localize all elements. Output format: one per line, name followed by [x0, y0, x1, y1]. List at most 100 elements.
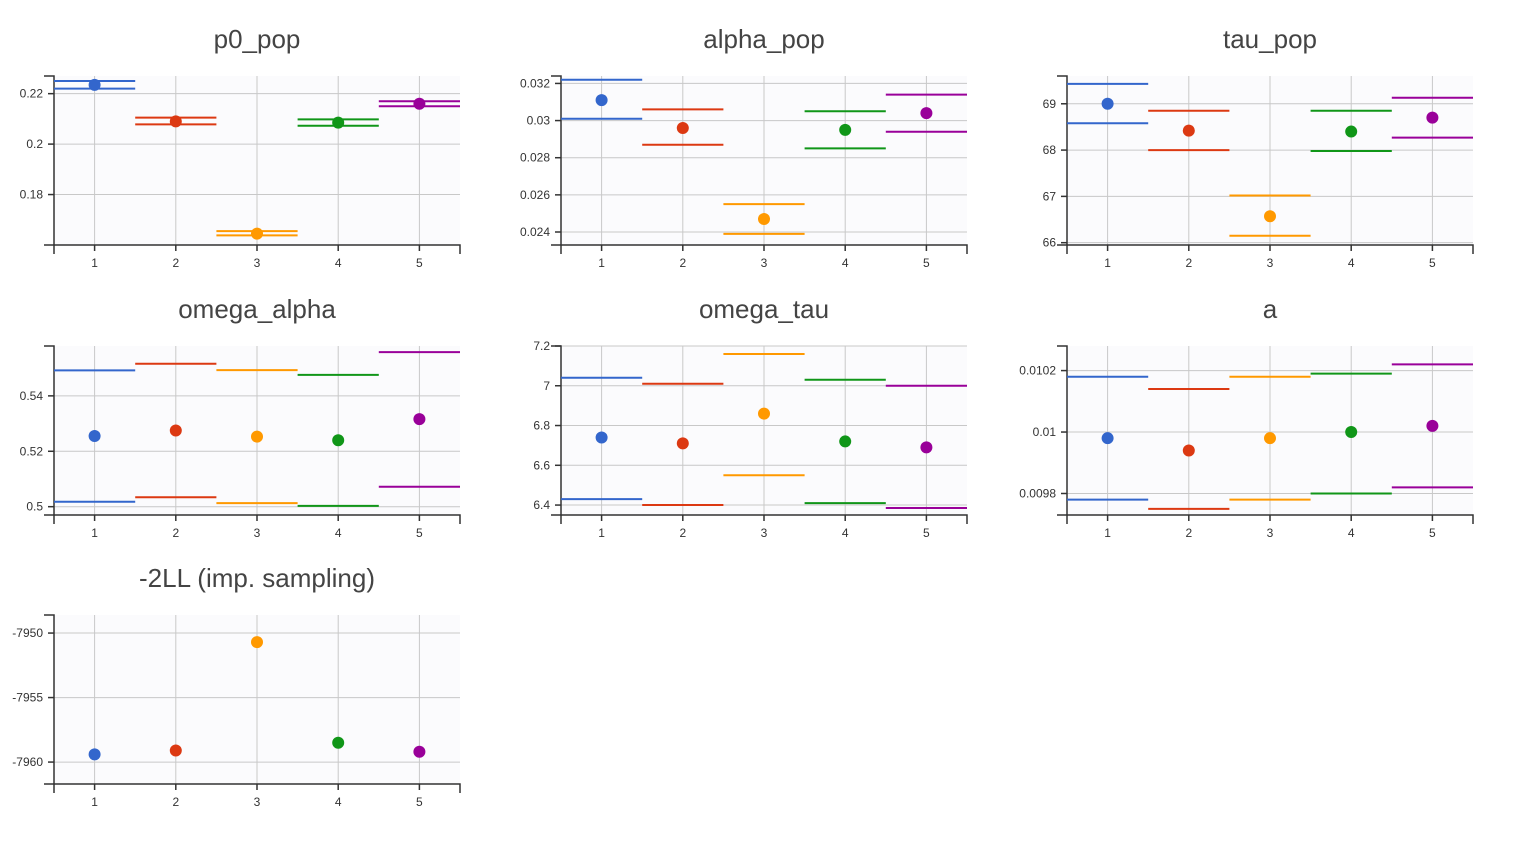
chart-panel-6: 0.0098 0.01 0.0102 1 2 3 4 5 a — [1019, 294, 1474, 540]
x-tick-label: 4 — [335, 795, 342, 809]
x-tick-label: 5 — [416, 795, 423, 809]
x-tick-label: 5 — [416, 256, 423, 270]
x-tick-label: 2 — [172, 795, 179, 809]
x-tick-label: 4 — [335, 256, 342, 270]
data-point — [332, 736, 345, 749]
y-tick-label: 0.0098 — [1019, 486, 1056, 500]
data-point — [413, 745, 426, 758]
y-axis — [44, 614, 55, 785]
data-point — [676, 122, 689, 134]
data-point — [251, 227, 263, 240]
y-tick-label: 0.22 — [20, 87, 44, 101]
y-tick-label: 0.0102 — [1019, 364, 1056, 378]
data-point — [758, 407, 770, 420]
data-point — [595, 94, 608, 107]
y-axis — [44, 345, 55, 516]
x-tick-label: 3 — [1267, 526, 1274, 540]
data-point — [1345, 426, 1358, 439]
y-tick-label: 0.5 — [26, 500, 43, 514]
y-tick-label: 0.01 — [1033, 425, 1057, 439]
y-tick-label: 7.2 — [533, 339, 550, 353]
x-tick-label: 2 — [172, 256, 179, 270]
y-tick-label: 0.024 — [520, 225, 550, 239]
data-point — [758, 213, 770, 225]
y-tick-label: 0.54 — [20, 389, 44, 403]
data-point — [839, 123, 852, 136]
x-tick-label: 4 — [842, 256, 849, 270]
x-tick-label: 3 — [761, 526, 768, 540]
y-tick-label: 6.6 — [533, 458, 550, 472]
chart-panel-7: -7960 -7955 -7950 1 2 3 4 5 -2LL (imp. sampling) — [12, 563, 461, 809]
y-tick-label: 0.18 — [20, 188, 44, 202]
x-tick-label: 2 — [679, 526, 686, 540]
data-point — [1345, 125, 1358, 138]
data-point — [1182, 124, 1195, 137]
x-tick-label: 5 — [923, 526, 930, 540]
y-tick-label: -7955 — [12, 691, 43, 705]
y-axis — [551, 75, 562, 246]
x-tick-label: 5 — [923, 256, 930, 270]
data-point — [251, 636, 263, 649]
y-tick-label: 0.03 — [527, 114, 551, 128]
chart-title: omega_tau — [699, 294, 829, 324]
chart-title: p0_pop — [214, 24, 301, 54]
chart-panel-2: 0.024 0.026 0.028 0.03 0.032 1 2 3 4 5 alpha_pop — [520, 24, 968, 270]
x-tick-label: 3 — [254, 256, 261, 270]
x-tick-label: 1 — [598, 256, 605, 270]
data-point — [88, 748, 101, 761]
x-tick-label: 4 — [335, 526, 342, 540]
data-point — [413, 413, 426, 426]
chart-panel-1: 0.18 0.2 0.22 1 2 3 4 5 p0_pop — [20, 24, 461, 270]
y-axis — [44, 75, 55, 246]
y-tick-label: -7960 — [12, 755, 43, 769]
x-tick-label: 1 — [91, 526, 98, 540]
x-tick-label: 2 — [679, 256, 686, 270]
x-tick-label: 4 — [842, 526, 849, 540]
data-point — [88, 78, 101, 91]
x-tick-label: 4 — [1348, 256, 1355, 270]
y-axis — [1057, 345, 1068, 516]
data-point — [251, 430, 263, 443]
x-tick-label: 3 — [254, 526, 261, 540]
x-tick-label: 5 — [1429, 526, 1436, 540]
x-tick-label: 2 — [1185, 526, 1192, 540]
chart-title: -2LL (imp. sampling) — [139, 563, 375, 593]
x-tick-label: 1 — [91, 256, 98, 270]
data-point — [413, 97, 426, 110]
y-axis — [1057, 75, 1068, 246]
y-tick-label: 67 — [1043, 189, 1057, 203]
x-tick-label: 1 — [598, 526, 605, 540]
data-point — [332, 434, 345, 447]
x-tick-label: 3 — [1267, 256, 1274, 270]
y-tick-label: 0.032 — [520, 76, 550, 90]
data-point — [1101, 432, 1114, 445]
data-point — [88, 430, 101, 443]
chart-panel-4: 0.5 0.52 0.54 1 2 3 4 5 omega_alpha — [20, 294, 461, 540]
x-tick-label: 3 — [254, 795, 261, 809]
x-tick-label: 2 — [172, 526, 179, 540]
data-point — [1426, 111, 1439, 124]
y-tick-label: 69 — [1043, 97, 1057, 111]
y-tick-label: 66 — [1043, 236, 1057, 250]
data-point — [169, 115, 182, 128]
y-tick-label: 6.8 — [533, 419, 550, 433]
data-point — [169, 744, 182, 757]
chart-title: omega_alpha — [178, 294, 336, 324]
x-tick-label: 1 — [1104, 256, 1111, 270]
data-point — [676, 437, 689, 450]
chart-panel-3: 66 67 68 69 1 2 3 4 5 tau_pop — [1043, 24, 1474, 270]
data-point — [1101, 97, 1114, 110]
data-point — [595, 431, 608, 444]
x-tick-label: 1 — [1104, 526, 1111, 540]
x-tick-label: 4 — [1348, 526, 1355, 540]
data-point — [920, 107, 933, 120]
chart-title: tau_pop — [1223, 24, 1317, 54]
data-point — [1264, 210, 1276, 223]
data-point — [1264, 432, 1276, 445]
y-tick-label: 0.026 — [520, 188, 550, 202]
y-tick-label: 0.028 — [520, 151, 550, 165]
y-tick-label: 7 — [543, 379, 550, 393]
x-tick-label: 2 — [1185, 256, 1192, 270]
data-point — [1426, 419, 1439, 432]
